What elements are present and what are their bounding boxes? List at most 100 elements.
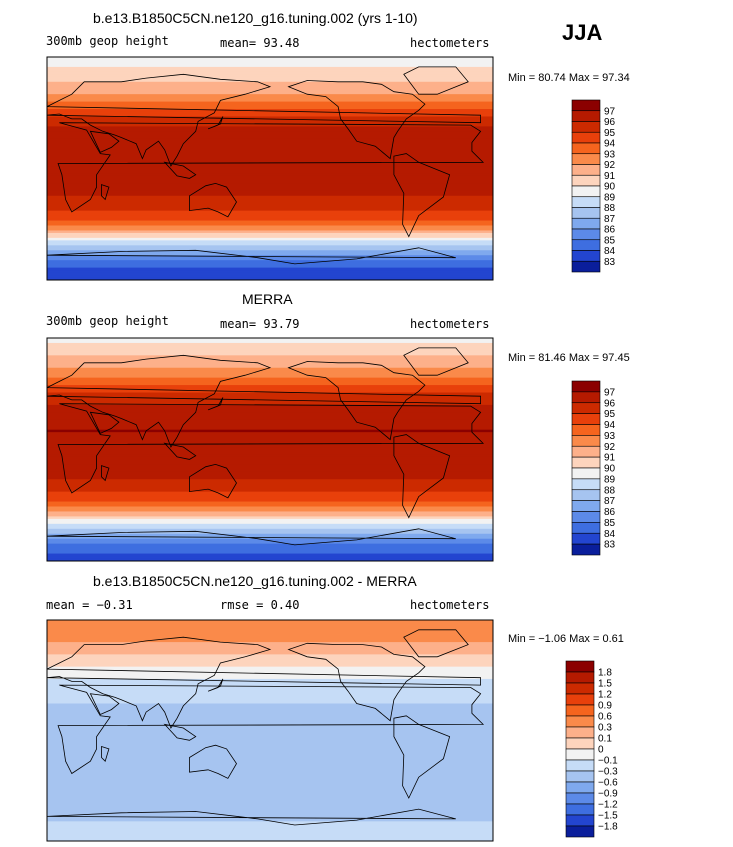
coastline: [101, 184, 110, 201]
map-diff: [47, 620, 493, 841]
zonal-band: [47, 688, 493, 692]
zonal-band: [47, 111, 493, 115]
coastline: [47, 528, 456, 546]
zonal-band: [47, 474, 493, 478]
zonal-band: [47, 454, 493, 458]
zonal-band: [47, 796, 493, 800]
zonal-band: [47, 113, 493, 118]
zonal-band: [47, 230, 493, 234]
zonal-band: [47, 541, 493, 545]
coastline: [57, 684, 485, 775]
colorbar-swatch: [565, 781, 595, 794]
zonal-band: [47, 188, 493, 192]
colorbar-tick-label: 91: [604, 453, 616, 464]
zonal-band: [47, 486, 493, 490]
colorbar-swatch: [571, 532, 601, 545]
zonal-band: [47, 387, 493, 391]
zonal-band: [47, 558, 493, 561]
zonal-band: [47, 521, 493, 525]
zonal-band: [47, 713, 493, 717]
coastline: [207, 678, 224, 692]
mean-model: mean= 93.48: [220, 36, 300, 50]
zonal-band: [47, 678, 493, 682]
zonal-band: [47, 404, 493, 408]
zonal-band: [47, 427, 493, 431]
zonal-band: [47, 350, 493, 354]
zonal-band: [47, 703, 493, 707]
zonal-band: [47, 806, 493, 810]
colorbar-tick-label: 0.9: [598, 701, 612, 712]
coastline: [189, 744, 237, 779]
zonal-band: [47, 422, 493, 426]
colorbar-tick-label: 0: [598, 745, 604, 756]
zonal-band: [47, 385, 493, 389]
colorbar-swatch: [565, 715, 595, 728]
colorbar-swatch: [571, 228, 601, 241]
zonal-band: [47, 190, 493, 194]
zonal-band: [47, 620, 493, 624]
zonal-band: [47, 265, 493, 269]
zonal-band: [47, 180, 493, 184]
colorbar-swatch: [571, 543, 601, 556]
coastline: [207, 397, 224, 411]
zonal-band: [47, 407, 493, 411]
colorbar-tick-label: 1.5: [598, 679, 612, 690]
coastline: [163, 723, 197, 741]
zonal-band: [47, 437, 493, 441]
colorbar-tick-label: 83: [604, 257, 616, 268]
zonal-band: [47, 786, 493, 791]
zonal-band: [47, 496, 493, 500]
colorbar-tick-label: 84: [604, 246, 616, 257]
zonal-band: [47, 479, 493, 483]
colorbar-swatch: [565, 726, 595, 739]
zonal-band: [47, 355, 493, 359]
zonal-band: [47, 838, 493, 841]
colorbar-tick-label: −0.9: [598, 789, 618, 800]
colorbar-swatch: [571, 489, 601, 501]
colorbar-swatch: [571, 207, 601, 219]
zonal-band: [47, 828, 493, 832]
field-label-obs: 300mb geop height: [46, 314, 169, 328]
zonal-band: [47, 476, 493, 480]
zonal-band: [47, 277, 493, 280]
zonal-band: [47, 523, 493, 527]
panel-title-diff: b.e13.B1850C5CN.ne120_g16.tuning.002 - M…: [93, 573, 417, 589]
colorbar-tick-label: 84: [604, 529, 616, 540]
zonal-band: [47, 372, 493, 376]
colorbar-swatch: [571, 121, 601, 133]
zonal-band: [47, 382, 493, 386]
zonal-band: [47, 674, 493, 678]
map-frame: [46, 337, 494, 562]
coastline: [47, 247, 456, 265]
zonal-band: [47, 69, 493, 73]
colorbar-tick-label: 86: [604, 507, 616, 518]
zonal-band: [47, 799, 493, 803]
zonal-band: [47, 419, 493, 423]
minmax-diff: Min = −1.06 Max = 0.61: [508, 633, 624, 645]
zonal-band: [47, 548, 493, 552]
colorbar-swatch: [571, 445, 601, 458]
zonal-band: [47, 59, 493, 63]
zonal-band: [47, 501, 493, 505]
zonal-band: [47, 740, 493, 744]
zonal-band: [47, 708, 493, 712]
zonal-band: [47, 89, 493, 93]
colorbar-tick-label: 0.1: [598, 734, 612, 745]
zonal-band: [47, 774, 493, 778]
zonal-band: [47, 533, 493, 537]
zonal-band: [47, 429, 493, 433]
zonal-band: [47, 394, 493, 399]
colorbar-tick-label: 92: [604, 442, 616, 453]
zonal-band: [47, 632, 493, 636]
zonal-band: [47, 215, 493, 219]
zonal-band: [47, 370, 493, 374]
zonal-band: [47, 390, 493, 394]
zonal-band: [47, 347, 493, 351]
zonal-band: [47, 634, 493, 638]
colorbar-swatch: [571, 511, 601, 523]
zonal-band: [47, 546, 493, 550]
colorbar-tick-label: 83: [604, 540, 616, 551]
coastline: [189, 463, 237, 499]
